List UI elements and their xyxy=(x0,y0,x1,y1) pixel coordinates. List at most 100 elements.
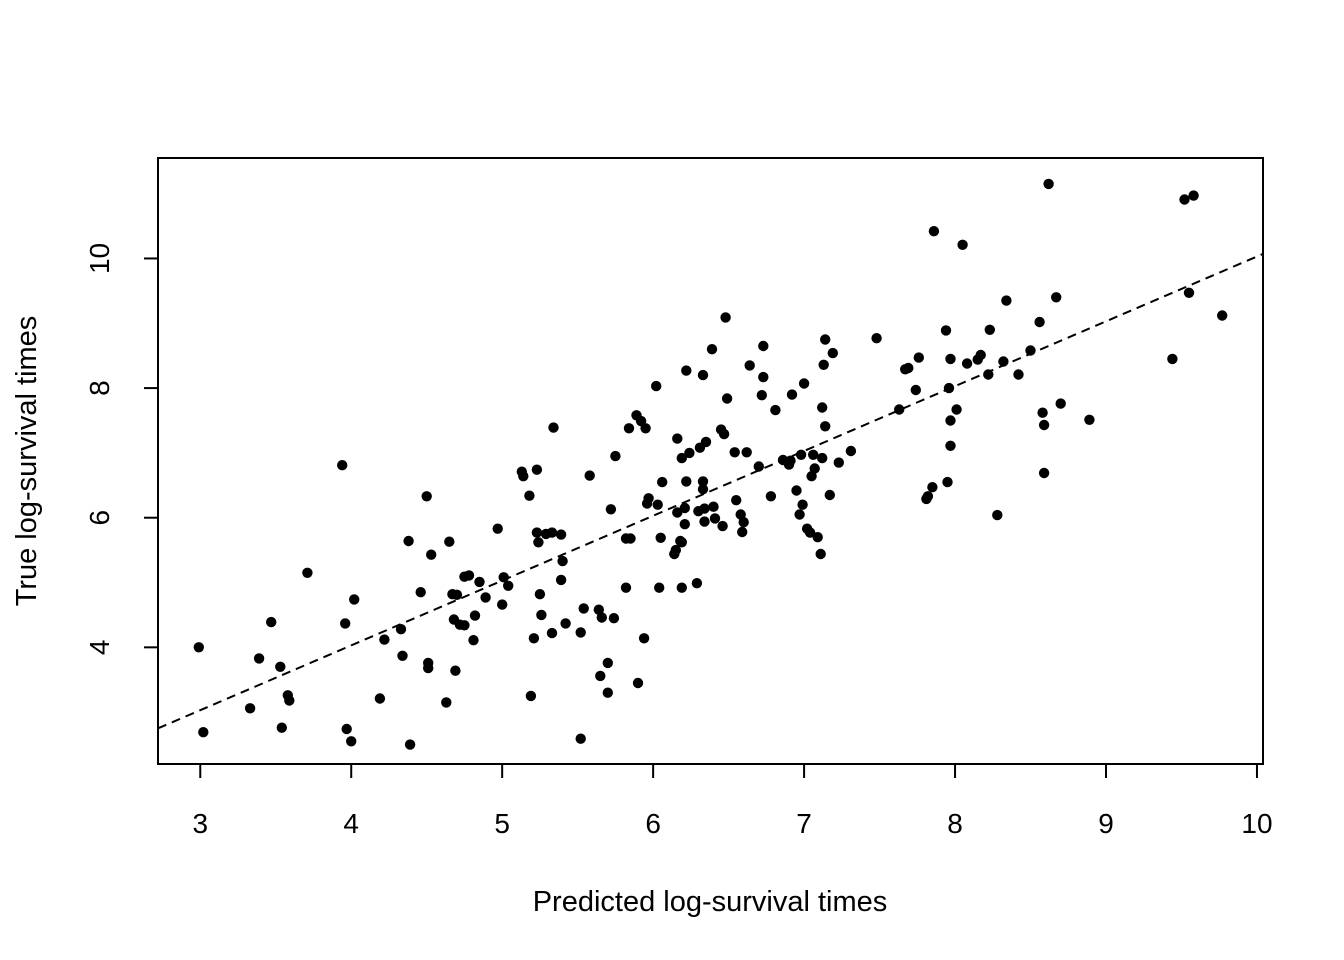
data-point xyxy=(275,661,286,672)
data-point xyxy=(596,612,607,623)
data-point xyxy=(584,470,595,481)
data-point xyxy=(643,493,654,504)
data-point xyxy=(602,657,613,669)
data-point xyxy=(820,421,831,432)
data-point xyxy=(699,503,710,514)
data-point xyxy=(758,340,769,352)
data-point xyxy=(302,567,313,578)
data-point xyxy=(518,471,529,482)
data-point xyxy=(1188,190,1199,201)
x-axis: 3 4 5 6 7 8 9 10 xyxy=(192,763,1273,839)
reference-line xyxy=(157,253,1264,730)
data-point xyxy=(528,633,540,644)
data-point xyxy=(794,509,805,520)
data-point xyxy=(945,415,956,426)
data-point xyxy=(804,527,816,538)
data-point xyxy=(827,347,838,359)
data-point xyxy=(441,697,452,708)
data-point xyxy=(397,650,408,661)
data-point xyxy=(951,404,962,415)
data-point xyxy=(699,516,710,527)
data-point xyxy=(785,455,796,466)
data-point xyxy=(492,523,503,534)
data-point xyxy=(524,490,535,501)
data-point xyxy=(244,703,256,714)
y-axis-title: True log-survival times xyxy=(11,316,43,607)
data-point xyxy=(610,450,621,462)
data-point xyxy=(652,499,663,510)
data-point xyxy=(1038,467,1050,479)
data-point xyxy=(940,325,952,336)
data-point xyxy=(700,436,712,448)
data-point xyxy=(1167,353,1178,365)
data-point xyxy=(1037,407,1048,418)
data-point xyxy=(546,527,558,538)
data-point xyxy=(721,393,733,404)
data-point xyxy=(903,362,914,374)
data-point xyxy=(555,574,567,586)
data-point xyxy=(450,665,461,676)
data-point xyxy=(463,570,475,581)
data-point xyxy=(824,489,835,501)
data-point xyxy=(945,440,956,451)
y-tick-label: 10 xyxy=(84,243,115,274)
data-point xyxy=(655,532,666,543)
data-point xyxy=(341,723,352,735)
data-point xyxy=(557,555,568,567)
data-point xyxy=(421,491,432,502)
data-point xyxy=(469,610,481,621)
data-point xyxy=(426,549,437,560)
data-point xyxy=(676,582,687,593)
data-point xyxy=(984,324,995,335)
data-point xyxy=(555,529,567,540)
data-point xyxy=(871,333,882,344)
data-point xyxy=(957,239,968,250)
data-point xyxy=(910,384,921,396)
data-point xyxy=(284,695,295,706)
data-point xyxy=(672,507,683,518)
data-point xyxy=(833,457,844,468)
data-points xyxy=(193,178,1228,750)
data-point xyxy=(798,378,810,389)
data-point xyxy=(198,727,209,738)
data-point xyxy=(681,476,692,487)
data-point xyxy=(193,642,204,653)
data-point xyxy=(608,613,620,624)
data-point xyxy=(741,447,752,458)
data-point xyxy=(575,733,586,744)
data-point xyxy=(337,460,348,471)
data-point xyxy=(845,445,857,457)
data-point xyxy=(797,499,808,510)
data-point xyxy=(720,312,731,323)
data-point xyxy=(945,353,956,365)
data-point xyxy=(815,548,826,560)
data-point xyxy=(266,616,277,628)
x-tick-label: 4 xyxy=(343,808,359,839)
data-point xyxy=(770,404,781,416)
y-axis: 4 6 8 10 xyxy=(84,243,159,655)
data-point xyxy=(654,582,665,593)
data-point xyxy=(1179,194,1190,205)
data-point xyxy=(737,526,748,538)
data-point xyxy=(744,360,755,371)
data-point xyxy=(374,693,386,704)
data-point xyxy=(718,428,730,440)
data-point xyxy=(595,670,606,682)
data-point xyxy=(676,452,687,464)
data-point xyxy=(531,464,543,475)
data-point xyxy=(820,334,831,345)
data-point xyxy=(575,627,586,638)
data-point xyxy=(765,491,777,502)
data-point xyxy=(480,592,491,603)
data-point xyxy=(379,634,390,645)
data-point xyxy=(1051,292,1062,303)
data-point xyxy=(395,624,407,635)
data-point xyxy=(708,501,719,512)
data-point xyxy=(525,690,537,702)
data-point xyxy=(1043,178,1054,190)
data-point xyxy=(403,535,414,547)
data-point xyxy=(758,371,769,383)
data-point xyxy=(817,402,828,413)
data-point xyxy=(942,476,953,488)
